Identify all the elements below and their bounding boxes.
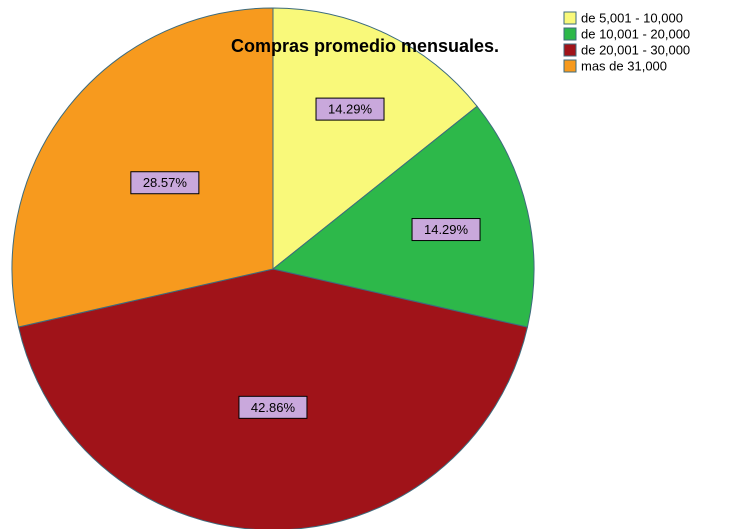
pie-slice [271, 105, 535, 328]
value-label: 28.57% [143, 175, 188, 190]
pie: 14.29% 14.29% 42.86% 28.57% de 5,001 - 10,00… [11, 7, 690, 529]
legend-swatch [563, 11, 577, 25]
value-label: 42.86% [251, 400, 296, 415]
value-label: 14.29% [424, 222, 469, 237]
legend-label: de 20,001 - 30,000 [581, 42, 690, 57]
value-label-box [238, 395, 308, 419]
legend-label: mas de 31,000 [581, 58, 667, 73]
pie-slice [11, 7, 274, 328]
value-label: 14.29% [328, 102, 373, 117]
legend-label: de 5,001 - 10,000 [581, 10, 683, 25]
legend-swatch [563, 27, 577, 41]
value-label-box [130, 171, 200, 195]
value-label-box [315, 97, 385, 121]
chart-title: Compras promedio mensuales. [231, 36, 499, 56]
legend-swatch [563, 43, 577, 57]
value-label-box [411, 218, 481, 242]
legend-label: de 10,001 - 20,000 [581, 26, 690, 41]
legend-swatch [563, 59, 577, 73]
pie-slice [272, 7, 478, 271]
